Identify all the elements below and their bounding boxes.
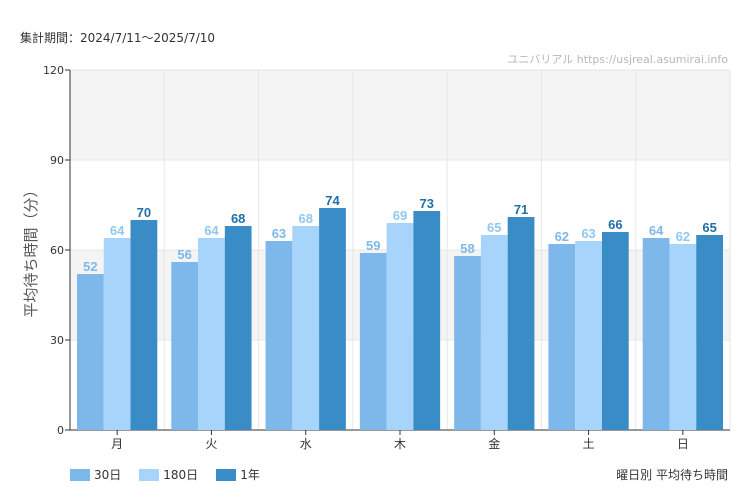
legend-item-180d[interactable]: 180日 [139, 466, 198, 483]
x-tick-label: 月 [111, 437, 123, 451]
legend-swatch-1y [216, 468, 237, 481]
bar-30日-火 [171, 262, 199, 430]
bar-label: 62 [676, 229, 690, 244]
bar-1年-火 [224, 226, 252, 430]
bar-label: 69 [393, 208, 407, 223]
bar-30日-水 [265, 241, 293, 430]
watermark-text: ユニバリアル https://usjreal.asumirai.info [507, 53, 728, 66]
bar-label: 62 [555, 229, 569, 244]
bar-label: 64 [110, 223, 125, 238]
legend-label-1y: 1年 [240, 468, 260, 482]
bar-180日-日 [669, 244, 697, 430]
bar-30日-木 [359, 253, 387, 430]
bar-label: 58 [460, 241, 474, 256]
bar-180日-木 [386, 223, 414, 430]
bar-1年-日 [696, 235, 723, 430]
legend-item-30d[interactable]: 30日 [70, 466, 121, 483]
bar-1年-月 [130, 220, 158, 430]
bar-label: 63 [272, 226, 286, 241]
bar-label: 65 [702, 220, 716, 235]
bar-1年-土 [601, 232, 629, 430]
bar-label: 68 [298, 211, 312, 226]
chart-caption: 曜日別 平均待ち時間 [616, 468, 728, 482]
bar-label: 64 [204, 223, 219, 238]
bar-30日-金 [454, 256, 481, 430]
x-tick-label: 火 [205, 437, 217, 451]
y-tick-label: 30 [50, 334, 64, 347]
legend: 30日 180日 1年 [70, 466, 260, 483]
y-tick-label: 60 [50, 244, 64, 257]
bar-label: 71 [514, 202, 528, 217]
x-tick-label: 木 [394, 437, 406, 451]
y-tick-label: 90 [50, 154, 64, 167]
bar-label: 64 [649, 223, 664, 238]
bar-label: 56 [177, 247, 191, 262]
bar-30日-月 [77, 274, 104, 430]
bar-30日-日 [642, 238, 670, 430]
bar-label: 73 [420, 196, 434, 211]
x-tick-label: 金 [488, 436, 500, 451]
bar-1年-金 [507, 217, 535, 430]
bar-label: 66 [608, 217, 622, 232]
bar-180日-土 [575, 241, 602, 430]
y-tick-label: 120 [43, 64, 64, 77]
bar-label: 52 [83, 259, 97, 274]
bar-180日-火 [198, 238, 225, 430]
bar-label: 74 [325, 193, 340, 208]
bar-label: 65 [487, 220, 501, 235]
legend-swatch-180d [139, 468, 160, 481]
bar-label: 59 [366, 238, 380, 253]
bar-1年-木 [413, 211, 441, 430]
legend-item-1y[interactable]: 1年 [216, 466, 260, 483]
bar-1年-水 [319, 208, 346, 430]
legend-swatch-30d [70, 468, 90, 481]
period-text: 集計期間：2024/7/11〜2025/7/10 [20, 31, 216, 45]
bar-180日-金 [480, 235, 508, 430]
y-tick-label: 0 [57, 424, 64, 437]
bar-label: 70 [137, 205, 151, 220]
legend-label-30d: 30日 [94, 468, 122, 482]
bar-180日-水 [292, 226, 320, 430]
y-axis-title: 平均待ち時間（分） [22, 182, 40, 317]
legend-label-180d: 180日 [163, 468, 199, 482]
bar-label: 63 [581, 226, 595, 241]
bar-label: 68 [231, 211, 245, 226]
bar-30日-土 [548, 244, 576, 430]
bar-180日-月 [103, 238, 131, 430]
x-tick-label: 土 [583, 437, 595, 451]
plot-band [70, 70, 730, 160]
x-tick-label: 水 [300, 437, 312, 451]
x-tick-label: 日 [677, 437, 689, 451]
